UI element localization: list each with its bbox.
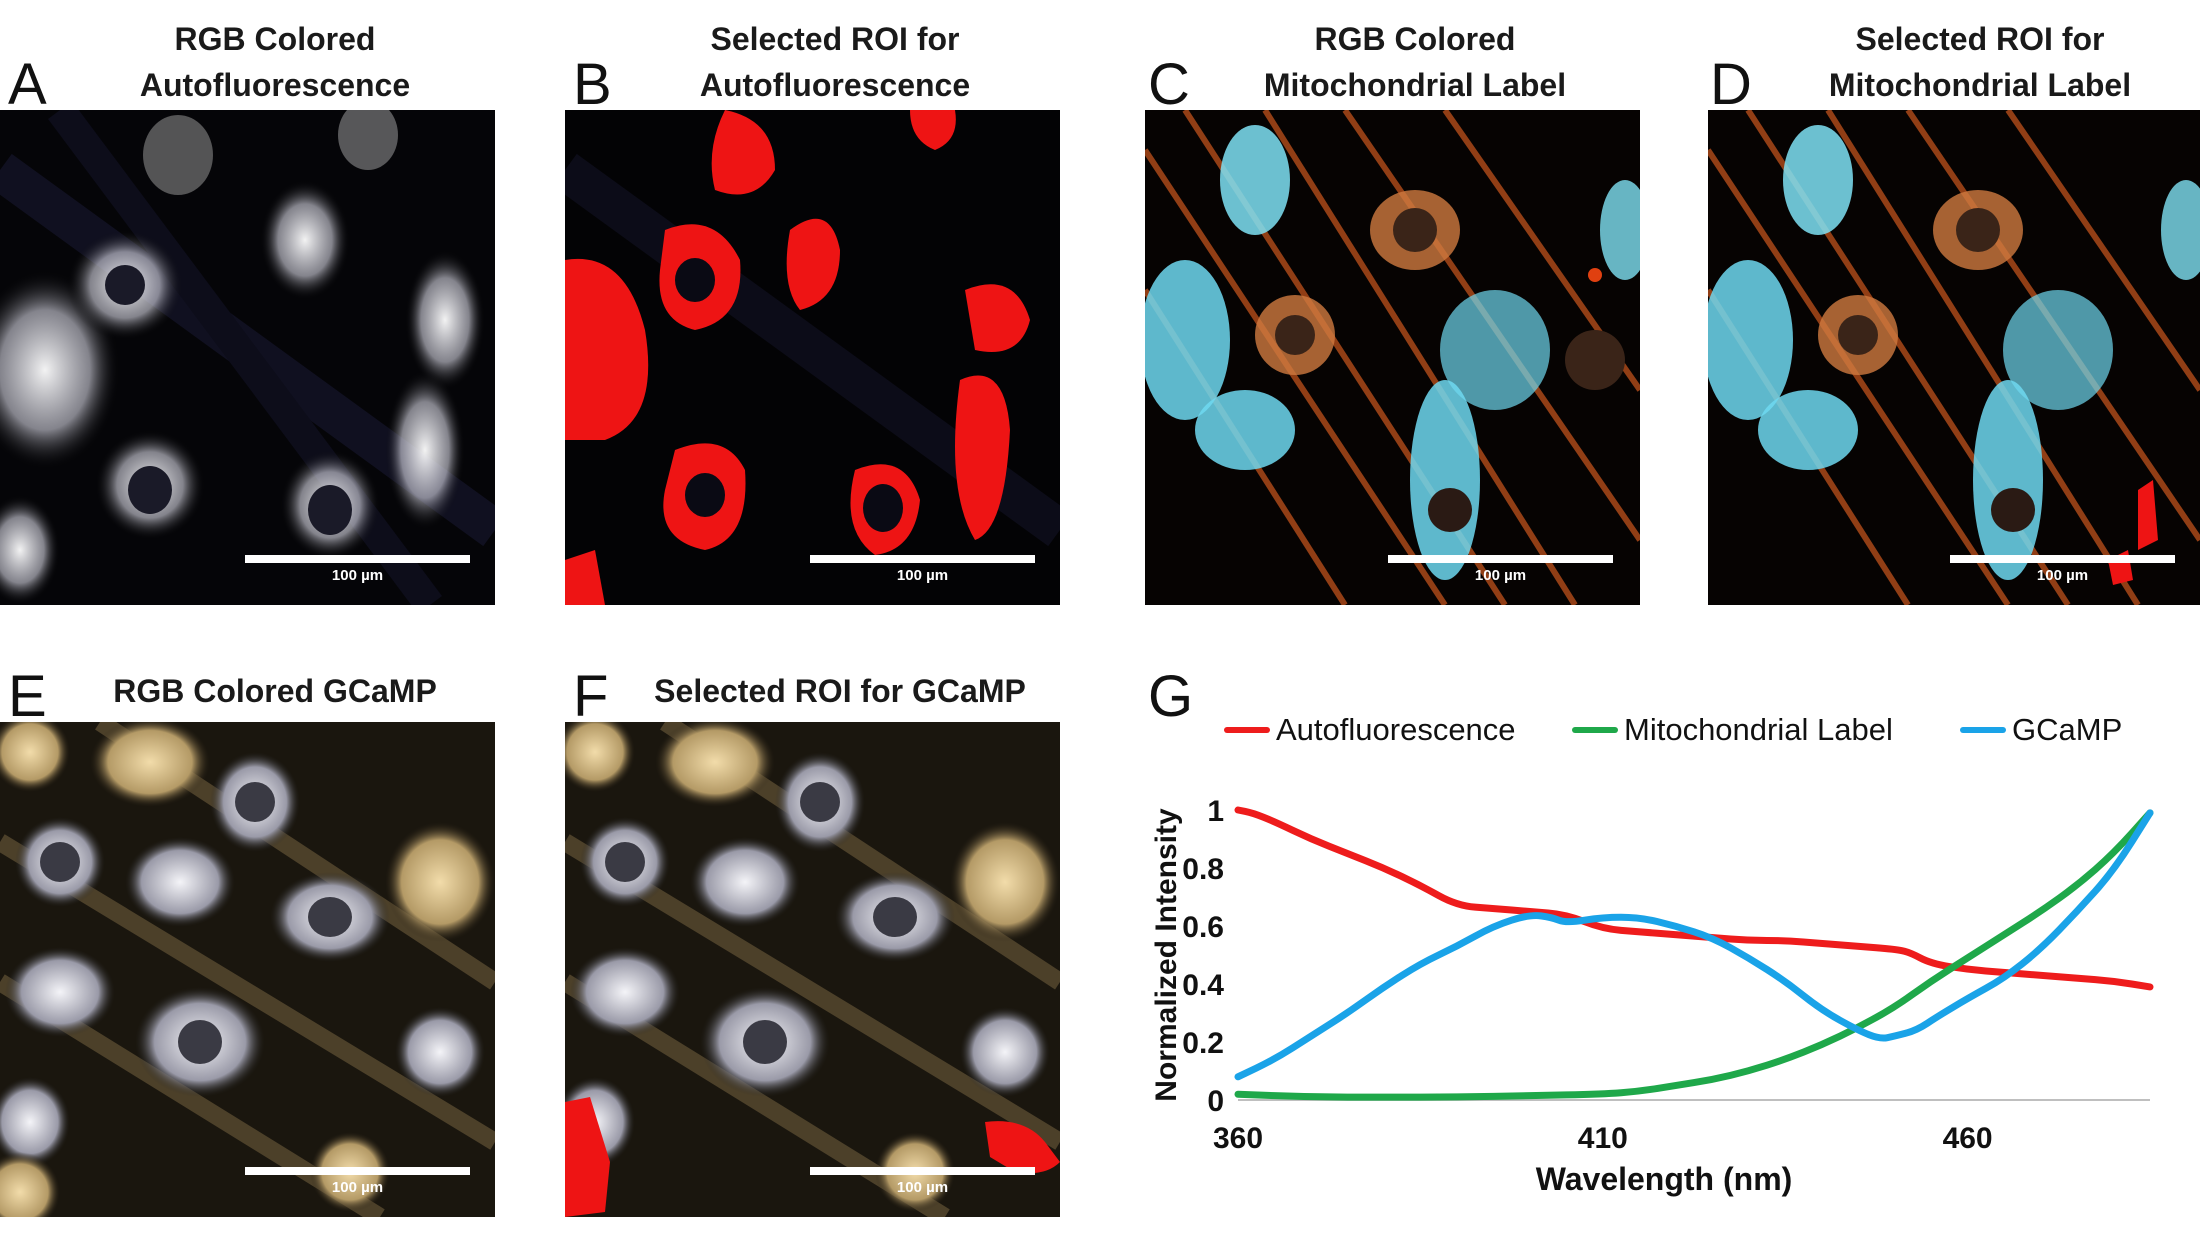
scale-label-e: 100 µm (331, 1179, 384, 1196)
scale-bar-c (1388, 555, 1613, 563)
spectra-chart: Autofluorescence Mitochondrial Label GCa… (1150, 700, 2200, 1237)
micrograph-c-art (1145, 110, 1640, 605)
series-line-autofluorescence (1234, 806, 2154, 991)
scale-bar-e (245, 1167, 470, 1175)
micrograph-e-art (0, 722, 495, 1217)
scale-label-f: 100 µm (896, 1179, 949, 1196)
panel-title-c-line2: Mitochondrial Label (1263, 67, 1567, 103)
x-tick-label: 410 (1578, 1122, 1628, 1155)
panel-title-c: RGB Colored Mitochondrial Label (1200, 16, 1630, 108)
micrograph-c-mitochondrial (1145, 110, 1640, 605)
panel-letter-b: B (573, 52, 612, 117)
panel-title-a: RGB Colored Autofluorescence (60, 16, 490, 108)
scale-label-d: 100 µm (2036, 567, 2089, 584)
x-tick-label: 360 (1213, 1122, 1263, 1155)
x-axis-label: Wavelength (nm) (1536, 1161, 1793, 1197)
panel-title-b-line2: Autofluorescence (699, 67, 971, 103)
scale-bar-b (810, 555, 1035, 563)
legend-label-autofluorescence: Autofluorescence (1276, 712, 1516, 747)
scale-label-a: 100 µm (331, 567, 384, 584)
legend-label-gcamp: GCaMP (2012, 712, 2123, 747)
panel-letter-c: C (1148, 52, 1190, 117)
scale-label-b: 100 µm (896, 567, 949, 584)
y-tick-label: 0.2 (1182, 1027, 1224, 1060)
y-tick-label: 1 (1207, 795, 1224, 828)
panel-letter-g: G (1148, 664, 1194, 729)
legend-swatch-autofluorescence (1224, 727, 1270, 733)
y-axis-label: Normalized Intensity (1150, 808, 1183, 1102)
scale-bar-f (810, 1167, 1035, 1175)
panel-letter-d: D (1710, 52, 1752, 117)
y-tick-label: 0.4 (1182, 969, 1224, 1002)
y-tick-label: 0.6 (1182, 911, 1224, 944)
micrograph-a-art (0, 110, 495, 605)
panel-title-b: Selected ROI for Autofluorescence (620, 16, 1050, 108)
micrograph-e-gcamp (0, 722, 495, 1217)
panel-title-f: Selected ROI for GCaMP (620, 668, 1060, 714)
legend-swatch-mitochondrial (1572, 727, 1618, 733)
scale-bar-d (1950, 555, 2175, 563)
series-line-gcamp (1234, 809, 2154, 1081)
panel-title-e: RGB Colored GCaMP (60, 668, 490, 714)
micrograph-b-roi-autofluorescence (565, 110, 1060, 605)
panel-title-b-line1: Selected ROI for (710, 21, 960, 57)
legend-item-autofluorescence: Autofluorescence (1224, 712, 1516, 748)
legend-item-mitochondrial: Mitochondrial Label (1572, 712, 1893, 748)
panel-letter-a: A (8, 52, 47, 117)
micrograph-b-art (565, 110, 1060, 605)
micrograph-d-art (1708, 110, 2200, 605)
panel-title-f-line1: Selected ROI for GCaMP (654, 673, 1026, 709)
panel-title-c-line1: RGB Colored (1314, 21, 1516, 57)
panel-letter-e: E (8, 664, 47, 729)
panel-title-a-line2: Autofluorescence (139, 67, 411, 103)
panel-title-d-line2: Mitochondrial Label (1828, 67, 2132, 103)
panel-title-e-line1: RGB Colored GCaMP (113, 673, 437, 709)
series-line-mitochondrial-label (1234, 809, 2154, 1101)
panel-letter-f: F (573, 664, 609, 729)
panel-title-a-line1: RGB Colored (174, 21, 376, 57)
legend-label-mitochondrial: Mitochondrial Label (1624, 712, 1893, 747)
legend-swatch-gcamp (1960, 727, 2006, 733)
legend-item-gcamp: GCaMP (1960, 712, 2122, 748)
panel-title-d: Selected ROI for Mitochondrial Label (1765, 16, 2195, 108)
scale-bar-a (245, 555, 470, 563)
x-tick-label: 460 (1943, 1122, 1993, 1155)
micrograph-f-art (565, 722, 1060, 1217)
y-tick-label: 0 (1207, 1085, 1224, 1118)
y-tick-label: 0.8 (1182, 853, 1224, 886)
panel-title-d-line1: Selected ROI for (1855, 21, 2105, 57)
scale-label-c: 100 µm (1474, 567, 1527, 584)
micrograph-d-roi-mitochondrial (1708, 110, 2200, 605)
spectra-plot: 0 0.2 0.4 0.6 0.8 1 360 410 460 Wavelength (nm) No… (1150, 795, 2154, 1197)
micrograph-a-autofluorescence (0, 110, 495, 605)
micrograph-f-roi-gcamp (565, 722, 1060, 1217)
